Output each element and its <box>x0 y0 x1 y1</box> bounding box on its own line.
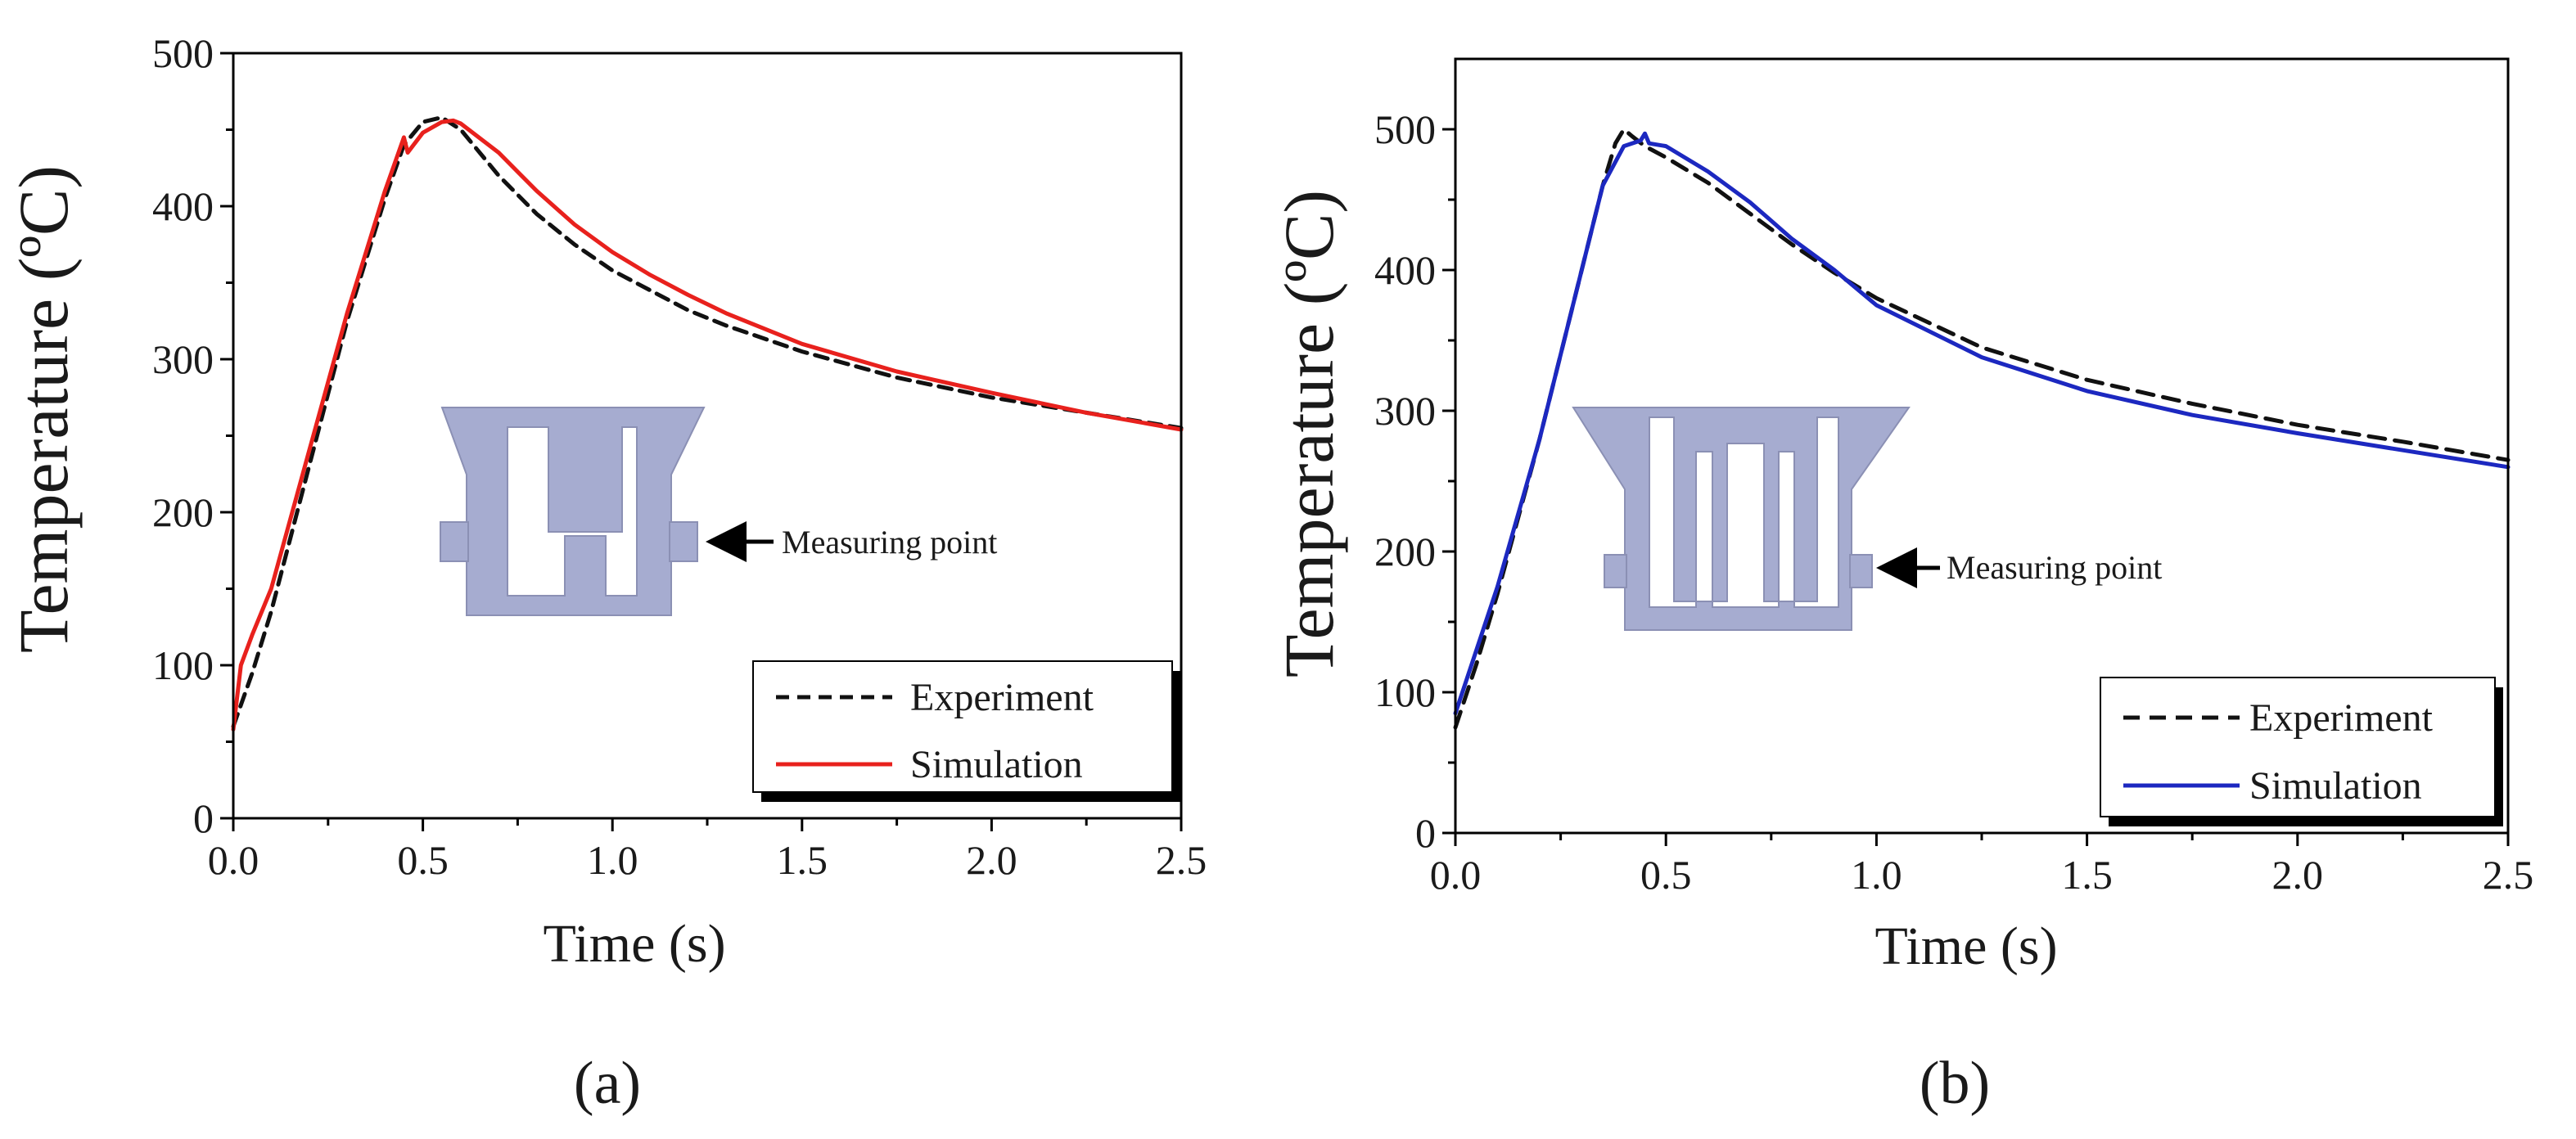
panel-b-y-tick-label: 200 <box>1374 529 1436 574</box>
panel-a-x-tick-label: 1.5 <box>777 837 828 883</box>
panel-a-y-tick-label: 400 <box>152 183 214 229</box>
panel-b-inset-left-pin <box>1604 554 1627 588</box>
panel-b-x-axis-title: Time (s) <box>1874 916 2057 976</box>
panel-a-measuring-label: Measuring point <box>782 524 997 560</box>
panel-b-series <box>1453 127 2511 730</box>
panel-b-x-tick-label: 0.0 <box>1430 852 1482 898</box>
panel-b-y-tick-label: 500 <box>1374 106 1436 152</box>
panel-b-measuring-label: Measuring point <box>1947 549 2162 586</box>
panel-b-inset-part: Measuring point <box>1572 407 2162 631</box>
panel-b-y-tick-label: 300 <box>1374 388 1436 434</box>
panel-a-legend: Experiment Simulation <box>752 660 1180 802</box>
panel-a-x-tick-label: 0.0 <box>208 837 259 883</box>
panel-b-x-tick-label: 1.5 <box>2061 852 2113 898</box>
panel-a-series-experiment-line <box>231 115 1184 729</box>
panel-a-y-tick-label: 100 <box>152 642 214 688</box>
panel-a-x-tick-label: 2.0 <box>966 837 1017 883</box>
panel-a-inset-body <box>440 407 706 616</box>
panel-a-x-axis-title: Time (s) <box>543 914 725 974</box>
panel-a-y-tick-label: 0 <box>193 795 214 841</box>
panel-a-legend-experiment-label: Experiment <box>910 676 1094 719</box>
panel-b-y-tick-label: 100 <box>1374 669 1436 715</box>
panel-a-series <box>231 115 1184 732</box>
panel-b: Measuring point 0.0 0.5 1.0 1.5 2.0 2.5 0 100 20… <box>1270 57 2534 1117</box>
panel-a-x-tick-label: 0.5 <box>397 837 449 883</box>
panel-b-inset-body <box>1572 407 1911 631</box>
panel-b-y-axis-title: Temperature (ºC) <box>1270 190 1348 678</box>
panel-a-series-simulation-line <box>231 118 1184 732</box>
panel-a-x-tick-label: 2.5 <box>1156 837 1207 883</box>
panel-a-legend-box <box>752 660 1173 793</box>
panel-b-legend-box <box>2100 677 2496 817</box>
panel-b-label: (b) <box>1920 1050 1990 1117</box>
panel-b-x-tick-label: 1.0 <box>1851 852 1902 898</box>
panel-a-inset-left-pin <box>440 521 469 562</box>
panel-a-legend-simulation-label: Simulation <box>910 743 1083 786</box>
panel-b-x-tick-label: 0.5 <box>1640 852 1692 898</box>
panel-b-y-tick-label: 400 <box>1374 247 1436 293</box>
panel-b-inset-right-pin <box>1849 554 1873 588</box>
panel-a-axes: 0.0 0.5 1.0 1.5 2.0 2.5 0 100 200 300 400 500 <box>152 30 1207 883</box>
panel-b-x-tick-label: 2.0 <box>2272 852 2324 898</box>
panel-b-x-tick-label: 2.5 <box>2483 852 2534 898</box>
panel-a-inset-right-pin <box>669 521 698 562</box>
panel-a-y-tick-label: 500 <box>152 30 214 76</box>
panel-a-y-axis-title: Temperature (ºC) <box>4 165 83 653</box>
panel-b-series-simulation-line <box>1453 131 2511 716</box>
panel-b-legend-simulation-label: Simulation <box>2249 764 2422 808</box>
panel-a-x-tick-label: 1.0 <box>587 837 638 883</box>
panel-b-series-experiment-line <box>1453 127 2511 730</box>
panel-a-y-tick-label: 300 <box>152 336 214 382</box>
panel-b-y-tick-label: 0 <box>1415 810 1436 856</box>
panel-b-legend: Experiment Simulation <box>2100 677 2503 826</box>
panel-a: Measuring point 0.0 0.5 1.0 1.5 2.0 2.5 0 100 20… <box>4 30 1207 1117</box>
panel-b-axes: 0.0 0.5 1.0 1.5 2.0 2.5 0 100 200 300 400 500 <box>1374 57 2534 898</box>
panel-a-inset-part: Measuring point <box>440 407 997 616</box>
panel-a-label: (a) <box>574 1050 641 1117</box>
panel-b-legend-experiment-label: Experiment <box>2249 696 2434 740</box>
panel-a-y-tick-label: 200 <box>152 489 214 535</box>
